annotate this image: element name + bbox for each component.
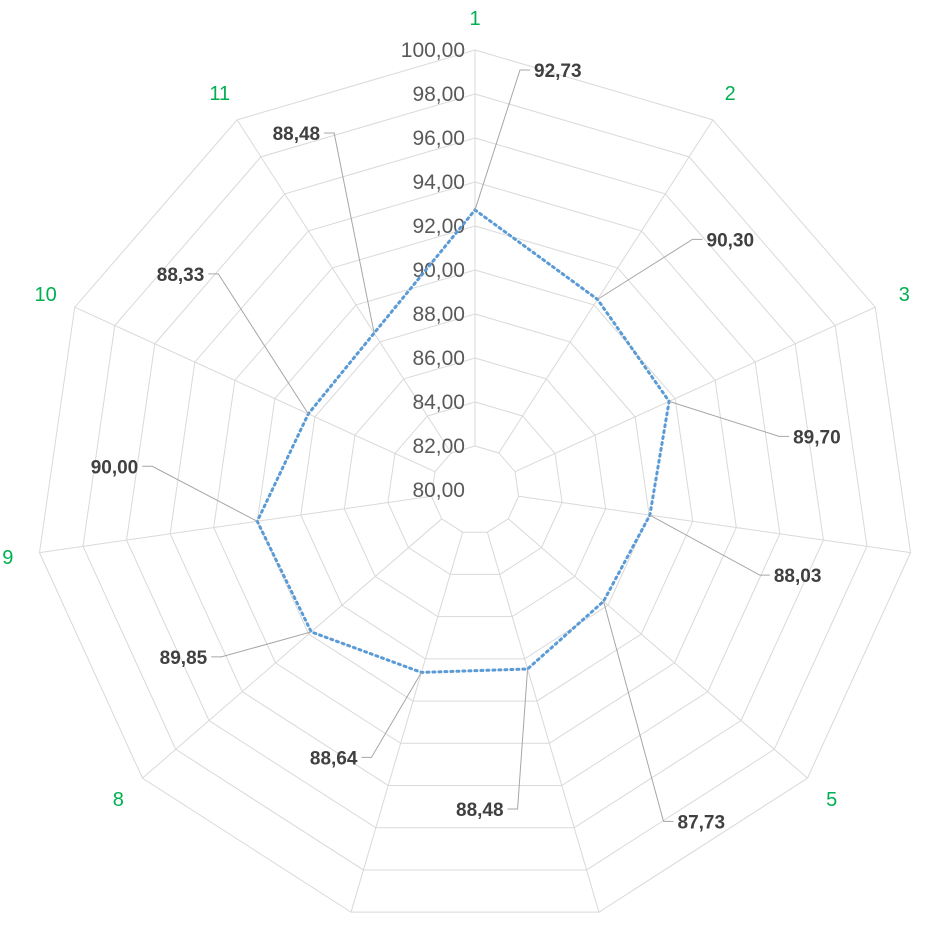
tick-label: 88,00 (412, 303, 465, 326)
spoke (236, 119, 452, 454)
leader-line (507, 668, 529, 810)
tick-label: 82,00 (412, 435, 465, 458)
grid-ring (169, 181, 781, 787)
data-label: 88,03 (774, 566, 822, 587)
data-label: 88,48 (456, 800, 504, 821)
tick-label: 98,00 (412, 83, 465, 106)
radar-grid (38, 49, 912, 913)
leader-line (474, 69, 530, 211)
tick-label: 92,00 (412, 215, 465, 238)
tick-label: 100,00 (401, 39, 465, 62)
grid-ring (430, 445, 520, 533)
spoke (350, 532, 464, 913)
tick-label: 96,00 (412, 127, 465, 150)
data-label: 87,73 (678, 812, 726, 833)
data-label: 89,70 (793, 427, 841, 448)
leader-line (649, 514, 770, 576)
spoke (39, 495, 432, 554)
tick-label: 80,00 (412, 479, 465, 502)
grid-ring (38, 49, 912, 913)
data-label: 88,64 (310, 748, 358, 769)
data-label: 89,85 (160, 648, 208, 669)
grid-ring (126, 137, 824, 829)
leader-line (603, 601, 674, 822)
grid-ring (213, 225, 737, 744)
category-label: 3 (899, 284, 910, 306)
spoke (74, 306, 436, 473)
spoke (498, 119, 714, 454)
spoke (507, 518, 808, 779)
tick-label: 90,00 (412, 259, 465, 282)
data-label: 90,00 (91, 457, 139, 478)
leader-line (208, 273, 309, 415)
leader-line (361, 672, 422, 758)
leader-line (211, 631, 312, 658)
tick-label: 84,00 (412, 391, 465, 414)
leader-line (668, 400, 790, 437)
leader-line (324, 132, 375, 334)
series-line (255, 207, 671, 674)
category-label: 9 (2, 547, 13, 569)
spoke (514, 306, 876, 473)
grid-ring (387, 401, 563, 575)
tick-label: 86,00 (412, 347, 465, 370)
data-labels: 92,73 90,30 89,70 88,03 87,73 88,48 88,64 89,85… (91, 61, 841, 833)
data-label: 88,33 (157, 265, 205, 286)
spoke (486, 532, 600, 913)
data-label: 88,48 (273, 124, 321, 145)
series-1 (255, 207, 671, 674)
category-labels: 1234567891011 (2, 8, 910, 811)
tick-label: 94,00 (412, 171, 465, 194)
category-label: 8 (113, 789, 124, 811)
grid-ring (300, 313, 650, 660)
category-label: 2 (725, 83, 736, 105)
category-label: 1 (469, 8, 480, 30)
category-label: 5 (826, 789, 837, 811)
category-label: 11 (209, 83, 230, 105)
spoke (518, 495, 911, 554)
grid-ring (82, 93, 868, 871)
data-label: 92,73 (534, 61, 582, 82)
grid-ring (343, 357, 607, 618)
radial-axis-tick-labels: 80,00 82,00 84,00 86,00 88,00 90,00 92,00 94,00… (401, 39, 465, 502)
leader-line (142, 465, 258, 522)
data-label: 90,30 (707, 230, 755, 251)
category-label: 10 (35, 284, 57, 306)
spoke (142, 518, 443, 779)
leader-line (597, 238, 703, 300)
